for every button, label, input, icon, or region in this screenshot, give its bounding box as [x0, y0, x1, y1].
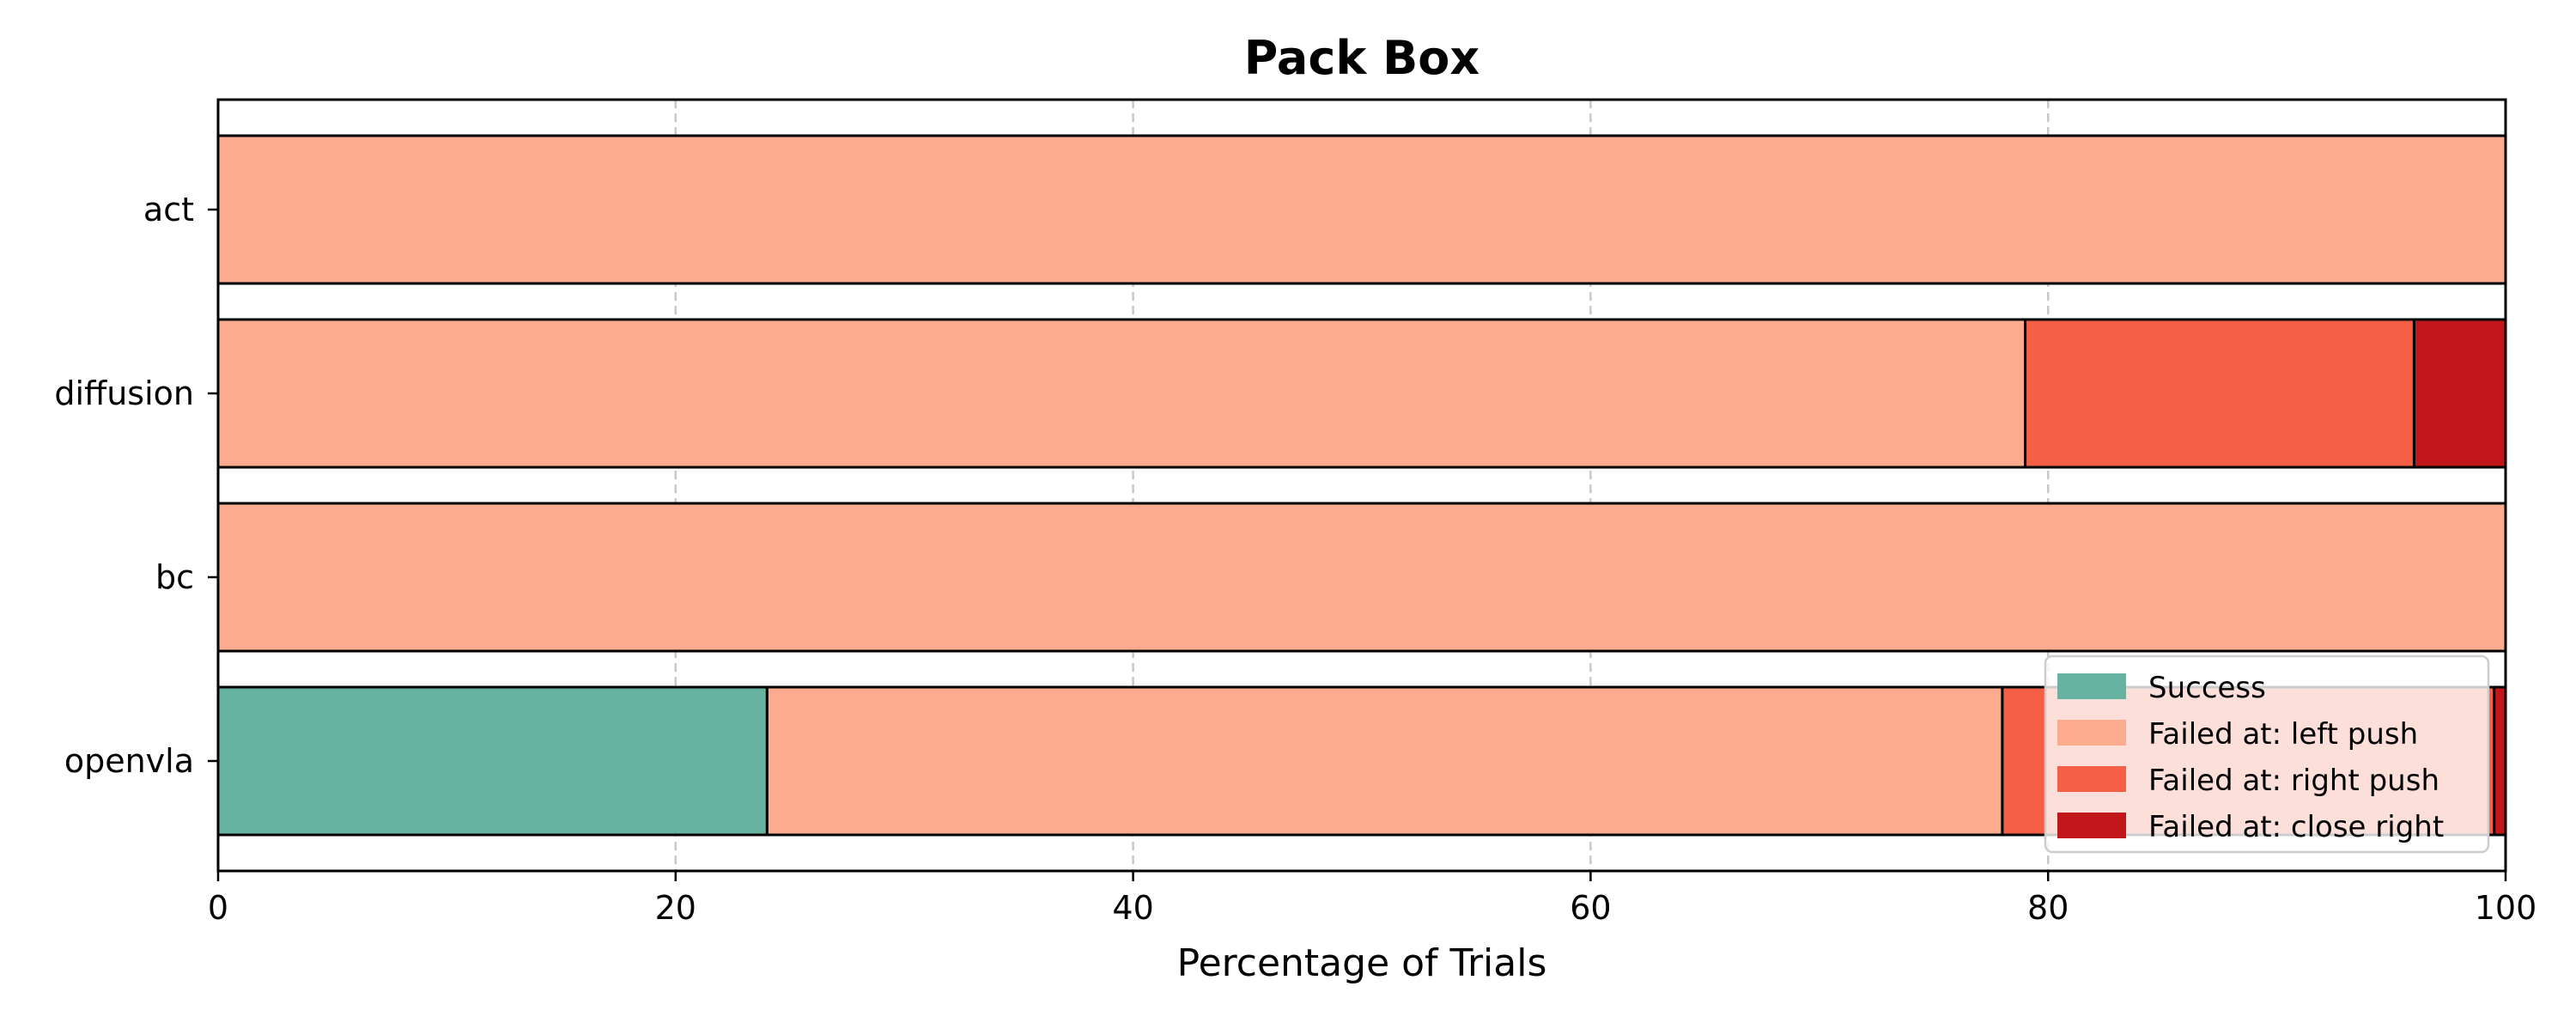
bar-segment [216, 134, 2507, 285]
legend-box [2044, 654, 2490, 854]
legend-swatch [2057, 673, 2126, 699]
x-tick-label: 80 [2027, 889, 2069, 927]
x-tick-label: 60 [1570, 889, 1611, 927]
bar-segment [216, 318, 2027, 469]
x-axis-label: Percentage of Trials [1177, 941, 1547, 985]
chart-title: Pack Box [1244, 31, 1480, 85]
x-tick-label: 40 [1112, 889, 1153, 927]
bars-layer [216, 134, 2507, 837]
legend-swatch [2057, 813, 2126, 838]
legend-label: Failed at: left push [2148, 717, 2418, 752]
y-tick-label: openvla [64, 742, 194, 780]
plot-frame [216, 98, 2507, 873]
y-tick-label: act [143, 191, 194, 228]
bar-segment [2024, 318, 2415, 469]
legend-swatch [2057, 766, 2126, 792]
y-tick-label: bc [155, 558, 194, 596]
bar-segment [2412, 318, 2507, 469]
bar-segment [765, 685, 2004, 837]
axis-layer: 0 20 40 60 80 100 act diffusion bc openvla [54, 191, 2537, 927]
legend-label: Failed at: close right [2148, 810, 2444, 844]
legend: Success Failed at: left push Failed at: ri… [2044, 654, 2490, 854]
y-tick-label: diffusion [54, 374, 194, 412]
legend-label: Success [2148, 671, 2266, 705]
x-tick-label: 100 [2475, 889, 2537, 927]
bar-segment [2493, 685, 2507, 837]
x-tick-label: 0 [208, 889, 228, 927]
legend-swatch [2057, 720, 2126, 746]
legend-label: Failed at: right push [2148, 764, 2439, 798]
x-tick-label: 20 [655, 889, 696, 927]
bar-segment [216, 502, 2507, 653]
bar-segment [216, 685, 769, 837]
